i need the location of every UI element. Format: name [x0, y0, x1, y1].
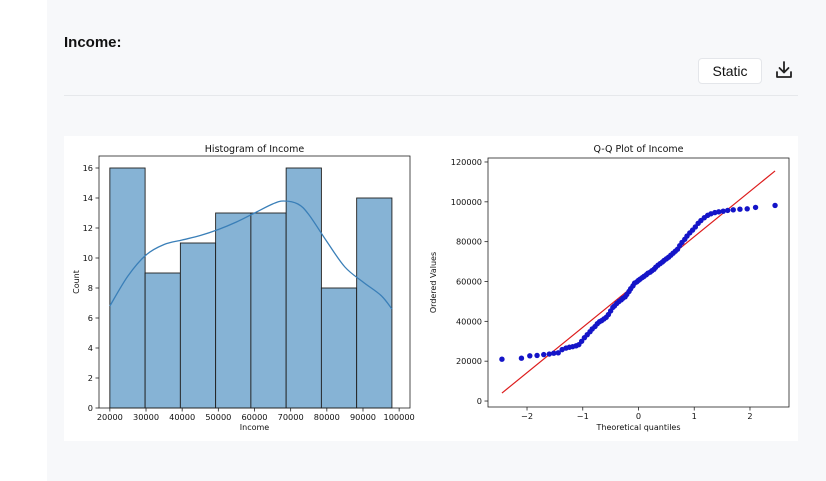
y-tick-label: 100000 [451, 197, 482, 207]
y-tick-label: 120000 [451, 157, 482, 167]
figure-svg: 20000 30000 40000 50000 60000 70000 80000 90000… [72, 144, 790, 432]
x-tick-label: 20000 [97, 412, 123, 422]
x-tick-label: 90000 [350, 412, 376, 422]
section-title: Income: [64, 34, 122, 51]
qq-point [730, 207, 736, 213]
x-tick-label: −2 [521, 411, 533, 421]
y-tick-label: 40000 [456, 316, 482, 326]
qq-point [541, 351, 547, 358]
y-tick-label: 0 [88, 403, 93, 413]
qq-point [546, 351, 553, 357]
x-tick-label: 1 [692, 411, 697, 421]
qq-point [499, 356, 505, 362]
figure: 20000 30000 40000 50000 60000 70000 80000 90000… [64, 136, 798, 441]
download-button[interactable] [770, 56, 798, 84]
x-tick-label: 50000 [205, 412, 231, 422]
qq-title: Q-Q Plot of Income [593, 144, 683, 155]
y-tick-label: 4 [88, 343, 93, 353]
static-button[interactable]: Static [698, 58, 762, 84]
histogram-x-label: Income [240, 423, 270, 432]
y-tick-label: 0 [477, 396, 482, 406]
y-tick-label: 8 [88, 283, 93, 293]
qq-point [518, 355, 525, 361]
qq-point [534, 352, 540, 359]
y-tick-label: 20000 [456, 356, 482, 366]
y-tick-label: 60000 [456, 277, 482, 287]
histogram-bar [144, 272, 181, 409]
qq-point [772, 202, 778, 209]
x-tick-label: −1 [577, 411, 589, 421]
y-tick-label: 2 [88, 373, 93, 383]
y-tick-label: 14 [83, 193, 93, 203]
qq-point [555, 350, 561, 356]
x-tick-label: 40000 [169, 412, 195, 422]
histogram-bar [109, 167, 146, 409]
x-tick-label: 70000 [278, 412, 304, 422]
qq-point [752, 204, 759, 211]
histogram-y-label: Count [72, 270, 81, 294]
qq-y-label: Ordered Values [429, 252, 438, 313]
x-tick-label: 2 [747, 411, 752, 421]
qq-point [551, 350, 557, 356]
histogram-bar [215, 212, 252, 409]
y-tick-label: 6 [88, 313, 93, 323]
x-tick-label: 80000 [314, 412, 340, 422]
qq-x-label: Theoretical quantiles [595, 423, 680, 432]
y-tick-label: 12 [83, 223, 93, 233]
histogram-bar [356, 197, 393, 409]
x-tick-label: 60000 [241, 412, 267, 422]
histogram-bar [179, 242, 217, 409]
qq-point [720, 208, 726, 214]
download-icon [776, 61, 792, 78]
x-tick-label: 30000 [133, 412, 159, 422]
histogram-bar [285, 167, 322, 409]
y-tick-label: 16 [83, 163, 93, 173]
divider [64, 95, 798, 96]
y-tick-label: 80000 [456, 237, 482, 247]
histogram-bar [320, 287, 358, 409]
qq-point [527, 353, 533, 359]
qq-point [737, 206, 743, 212]
histogram-title: Histogram of Income [205, 144, 305, 155]
qq-point [724, 207, 731, 214]
qq-point [716, 209, 722, 215]
y-tick-label: 10 [83, 253, 93, 263]
x-tick-label: 0 [636, 411, 641, 421]
histogram-bar [250, 212, 287, 409]
qq-point [744, 206, 750, 212]
kde-line [109, 200, 393, 310]
x-tick-label: 100000 [384, 412, 415, 422]
